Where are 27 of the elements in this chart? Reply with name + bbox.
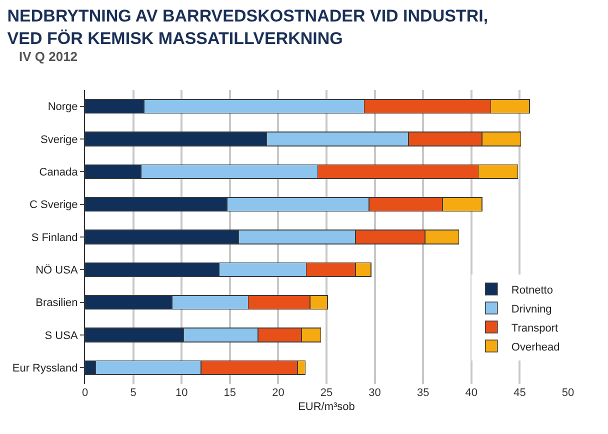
legend-label: Rotnetto xyxy=(511,284,553,296)
legend-label: Overhead xyxy=(511,341,560,354)
x-tick-label: 25 xyxy=(320,387,333,399)
x-tick-label: 15 xyxy=(224,387,236,399)
x-tick-label: 5 xyxy=(130,387,136,399)
legend-label: Transport xyxy=(511,322,558,334)
chart-subtitle: IV Q 2012 xyxy=(19,49,78,64)
x-tick-label: 20 xyxy=(272,387,284,399)
y-tick-label: S USA xyxy=(44,330,78,342)
y-tick-label: C Sverige xyxy=(30,199,78,212)
x-tick-label: 0 xyxy=(82,387,88,399)
x-axis-title: EUR/m³sob xyxy=(298,401,355,414)
y-tick-label: NÖ USA xyxy=(36,264,78,277)
x-tick-label: 30 xyxy=(368,387,381,399)
y-tick-label: Canada xyxy=(39,166,79,179)
y-tick-label: Brasilien xyxy=(36,297,78,310)
x-tick-label: 35 xyxy=(416,387,430,399)
y-tick-label: Sverige xyxy=(40,134,78,146)
chart-title: NEDBRYTNING AV BARRVEDSKOSTNADER VID INDUSTRI, VED FÖR KEMISK MASSATILLVERKNING xyxy=(7,6,488,48)
x-tick-label: 40 xyxy=(465,387,478,399)
y-tick-label: S Finland xyxy=(31,232,78,244)
y-tick-label: Norge xyxy=(48,101,78,114)
x-tick-label: 10 xyxy=(175,387,188,399)
legend-label: Drivning xyxy=(511,303,552,316)
x-tick-label: 45 xyxy=(514,387,526,399)
x-tick-label: 50 xyxy=(562,387,574,399)
y-tick-label: Eur Ryssland xyxy=(12,362,78,375)
